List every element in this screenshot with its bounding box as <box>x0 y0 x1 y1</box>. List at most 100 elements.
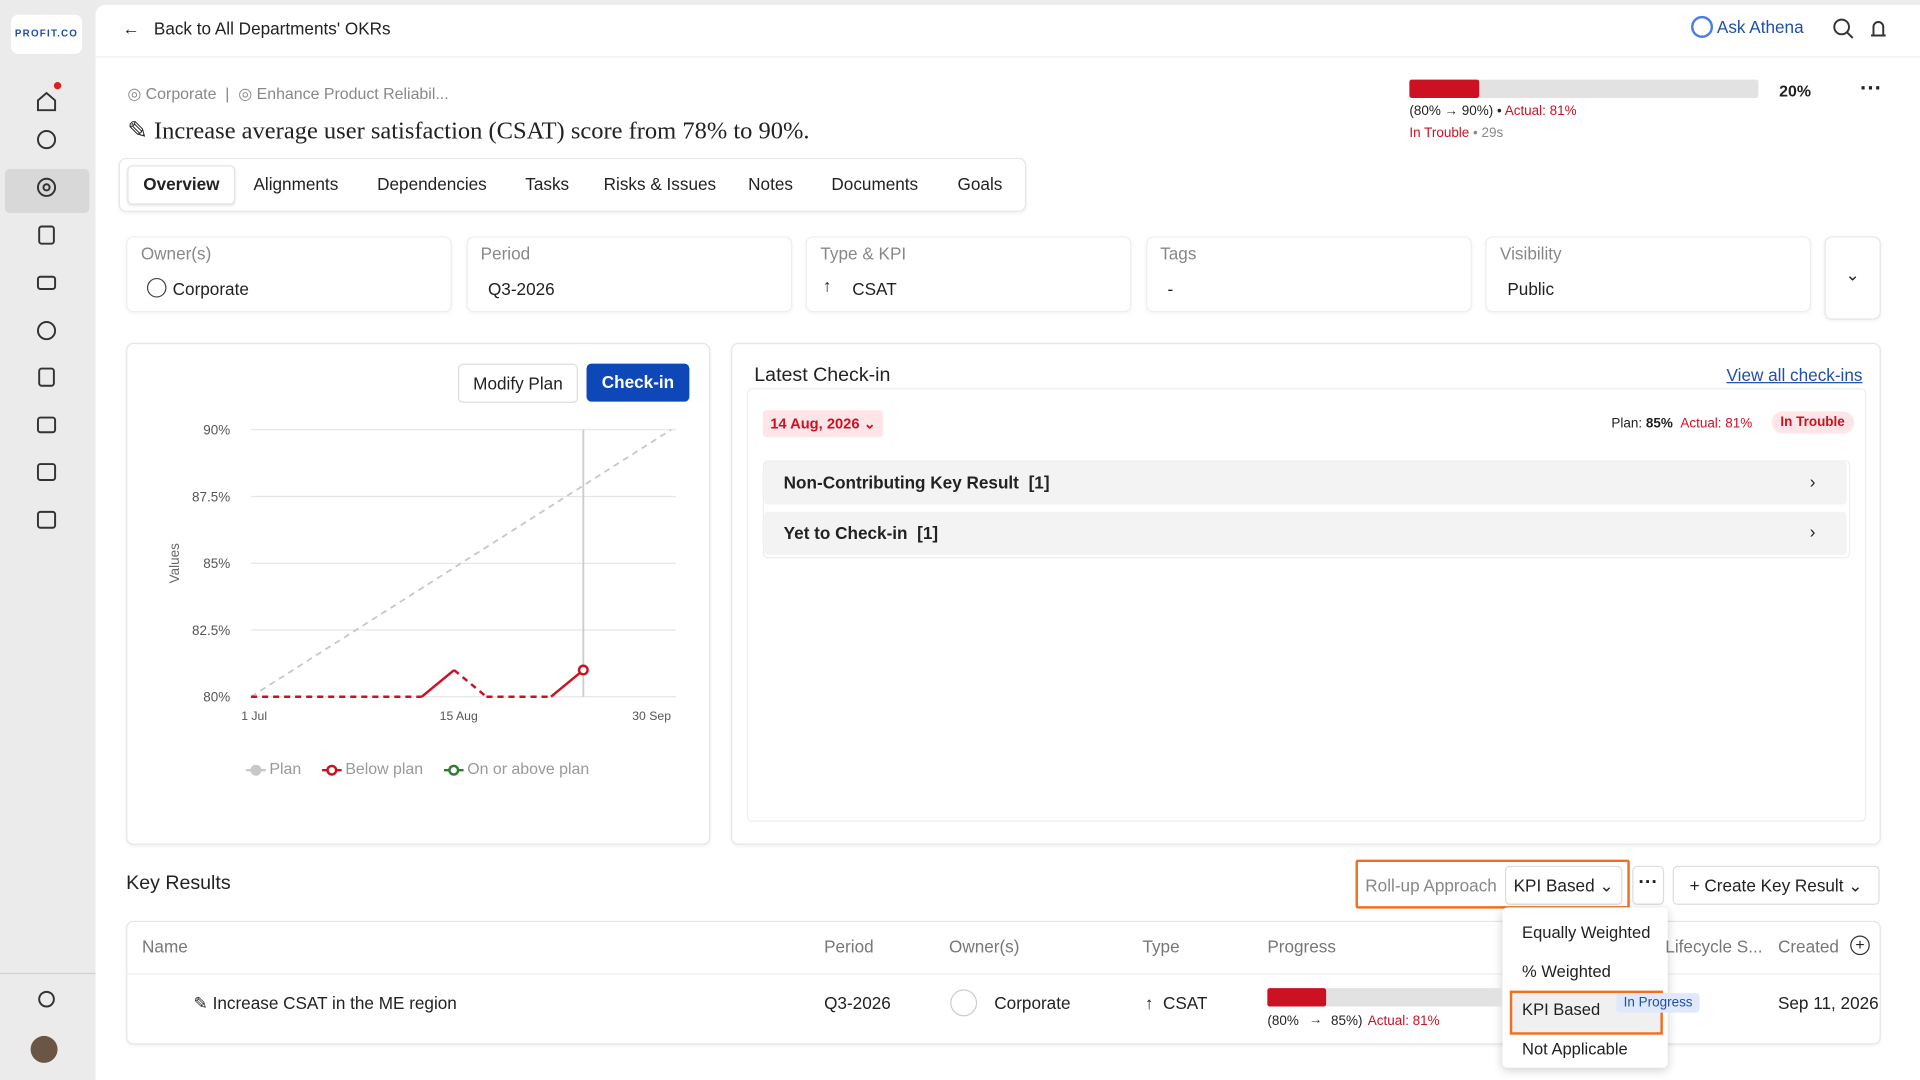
time: 29s <box>1481 126 1504 141</box>
owner-icon <box>950 989 978 1017</box>
field-value: Public <box>1507 279 1555 299</box>
tab[interactable]: Tasks <box>525 173 570 194</box>
checkin-card: Latest Check-in View all check-ins 14 Au… <box>731 342 1881 845</box>
kpi-arrow: ↑ <box>822 275 832 296</box>
field-label: Tags <box>1160 243 1197 264</box>
column-header[interactable]: Name <box>142 936 188 957</box>
rollup-value[interactable]: KPI Based <box>1513 875 1595 896</box>
tab[interactable]: Risks & Issues <box>603 173 717 194</box>
tab[interactable]: Dependencies <box>377 173 487 194</box>
tab[interactable]: Overview <box>143 173 220 194</box>
more-button[interactable]: ··· <box>1860 75 1883 101</box>
column-header[interactable]: Lifecycle S... <box>1665 936 1763 957</box>
column-header[interactable]: Created <box>1777 936 1839 957</box>
field-card <box>1145 236 1472 313</box>
breadcrumb: ◎ Corporate | ◎ Enhance Product Reliabil… <box>127 84 449 103</box>
date-pill[interactable]: 14 Aug, 2026 ⌄ <box>762 410 884 438</box>
create-kr[interactable]: + Create Key Result ⌄ <box>1672 865 1880 905</box>
back-text[interactable]: Back to All Departments' OKRs <box>153 18 391 38</box>
kr-type-text: CSAT <box>1162 993 1208 1013</box>
y-tick-label: 82.5% <box>192 623 230 638</box>
field-card <box>465 236 792 313</box>
logo[interactable]: PROFIT.CO <box>11 14 83 54</box>
crumb[interactable]: Corporate <box>145 84 217 103</box>
actual-segment <box>453 669 488 698</box>
kr-range: (80% <box>1267 1013 1299 1029</box>
tab[interactable]: Goals <box>957 173 1003 194</box>
kr-actual: Actual: 81% <box>1367 1013 1440 1029</box>
view-all[interactable]: View all check-ins <box>1726 364 1863 385</box>
range-to: 90%) <box>1461 104 1494 119</box>
status-pill: In Trouble <box>1771 411 1854 434</box>
rollup-select[interactable]: KPI Based ⌄ <box>1504 865 1623 905</box>
row-label[interactable]: Yet to Check-in <box>783 522 908 543</box>
header-icons[interactable] <box>1829 15 1890 42</box>
modify-plan[interactable]: Modify Plan <box>457 363 578 403</box>
chevron[interactable]: › <box>1809 471 1816 492</box>
plan-line <box>250 429 672 698</box>
ask-text[interactable]: Ask Athena <box>1716 17 1804 37</box>
column-header[interactable]: Progress <box>1267 936 1336 957</box>
crumb[interactable]: Enhance Product Reliabil... <box>256 84 449 103</box>
create-text[interactable]: Create Key Result <box>1704 875 1844 896</box>
legend-label: On or above plan <box>467 761 589 778</box>
kr-created: Sep 11, 2026 <box>1777 993 1879 1013</box>
kr-name[interactable]: ✎ Increase CSAT in the ME region <box>193 993 457 1013</box>
y-tick-label: 87.5% <box>192 489 230 504</box>
back-link[interactable]: ← Back to All Departments' OKRs <box>122 18 391 38</box>
row-label[interactable]: Non-Contributing Key Result <box>783 472 1019 493</box>
ask-athena[interactable]: Ask Athena <box>1691 15 1804 38</box>
row-count[interactable]: [1] <box>917 522 939 543</box>
range: (80% → 90%) • Actual: 81% <box>1409 104 1577 119</box>
expand[interactable]: ⌄ <box>1824 236 1881 320</box>
kr-status: In Progress <box>1616 993 1700 1013</box>
y-tick-label: 85% <box>203 556 230 571</box>
y-axis-label: Values <box>167 543 182 583</box>
kr-type: ↑ CSAT <box>1144 993 1208 1013</box>
legend-label: Plan <box>269 761 301 778</box>
option[interactable]: KPI Based <box>1522 1000 1601 1019</box>
checkin-row[interactable] <box>764 511 1847 555</box>
field-card <box>126 236 452 313</box>
option[interactable]: Not Applicable <box>1522 1038 1628 1058</box>
chart-card: Modify Plan Check-in <box>126 342 711 845</box>
owner-icon <box>146 277 167 298</box>
actual-segment <box>550 669 585 698</box>
checkin-row[interactable] <box>764 461 1847 505</box>
check-in[interactable]: Check-in <box>586 363 690 402</box>
kr-track <box>1267 988 1503 1007</box>
x-tick-label: 1 Jul <box>241 709 267 723</box>
legend-dot <box>448 764 460 776</box>
add-col[interactable]: + <box>1850 935 1870 956</box>
option[interactable]: Equally Weighted <box>1522 923 1651 942</box>
tabs <box>118 157 1027 212</box>
field-label: Owner(s) <box>140 243 212 264</box>
column-header[interactable]: Type <box>1142 936 1180 957</box>
tab[interactable]: Documents <box>831 173 919 194</box>
plan-label: Plan: <box>1611 416 1643 432</box>
chevron[interactable]: › <box>1809 521 1816 542</box>
checkin-summary: Plan: 85% Actual: 81% <box>1611 416 1752 431</box>
kr-more[interactable]: ··· <box>1632 865 1665 905</box>
legend-label: Below plan <box>345 761 423 778</box>
field-card <box>1485 236 1812 313</box>
legend-dot <box>250 764 262 776</box>
tab[interactable]: Alignments <box>253 173 339 194</box>
status: In Trouble <box>1409 126 1470 141</box>
actual-segment <box>421 669 455 698</box>
kr-fill <box>1267 988 1327 1007</box>
kr-name-text[interactable]: Increase CSAT in the ME region <box>212 993 457 1013</box>
column-header[interactable]: Period <box>824 936 874 957</box>
actual: Actual: 81% <box>1680 416 1753 432</box>
column-header[interactable]: Owner(s) <box>948 936 1020 957</box>
row-count[interactable]: [1] <box>1028 472 1050 493</box>
date[interactable]: 14 Aug, 2026 <box>770 415 860 433</box>
tab[interactable]: Notes <box>748 173 793 194</box>
actual-point <box>577 664 589 676</box>
range-from: (80% <box>1409 104 1441 119</box>
rollup-label: Roll-up Approach <box>1365 875 1497 896</box>
option[interactable]: % Weighted <box>1522 961 1611 981</box>
field-value: CSAT <box>852 279 897 299</box>
chart: 80% 82.5% 85% 87.5% 90% 1 Jul 15 Aug 30 Sep Valu… <box>167 423 676 778</box>
